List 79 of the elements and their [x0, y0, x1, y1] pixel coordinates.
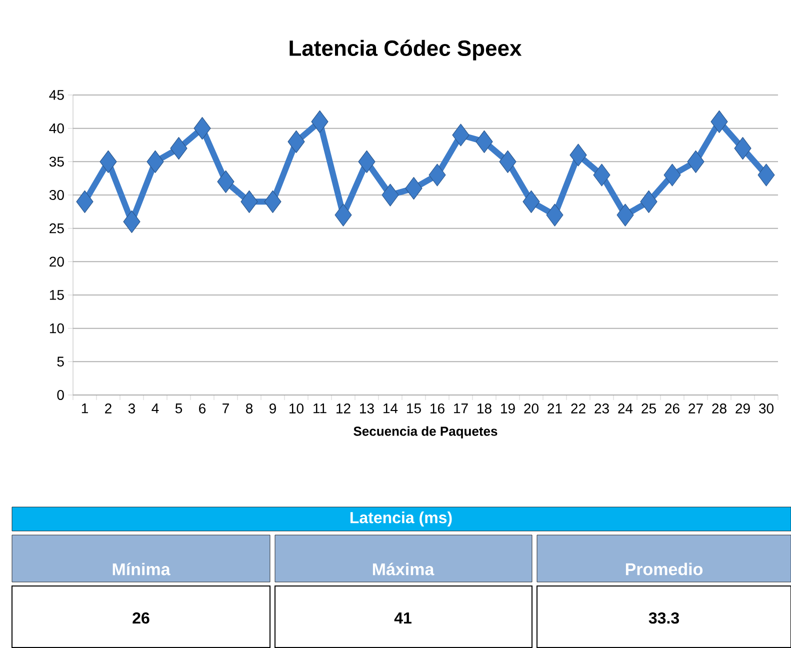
point — [546, 204, 564, 226]
x-tick-label: 7 — [222, 404, 229, 414]
point — [593, 164, 610, 186]
y-tick-label: 45 — [49, 90, 64, 100]
x-tick-label: 23 — [594, 404, 609, 414]
text: 26 — [132, 612, 150, 624]
point — [288, 130, 305, 153]
point — [710, 110, 728, 133]
point — [687, 150, 704, 173]
point — [428, 164, 446, 186]
x-tick-label: 12 — [336, 404, 350, 414]
x-tick-label: 5 — [175, 404, 182, 414]
x-tick-label: 1 — [82, 404, 88, 414]
x-tick-label: 15 — [407, 404, 421, 414]
x-tick-label: 2 — [105, 404, 112, 414]
point — [640, 190, 658, 213]
point — [311, 110, 328, 133]
y-tick-label: 15 — [50, 290, 64, 300]
x-tick-label: 20 — [524, 404, 538, 414]
x-tick-label: 9 — [270, 404, 276, 414]
x-tick-label: 28 — [712, 404, 726, 414]
point — [664, 164, 681, 186]
chart-title: Latencia Códec Speex — [290, 40, 522, 60]
x-tick-label: 16 — [430, 404, 444, 414]
x-tick-label: 14 — [384, 404, 398, 414]
point — [100, 150, 117, 173]
point — [123, 210, 140, 233]
x-tick-label: 10 — [290, 404, 304, 414]
x-tick-label: 24 — [618, 404, 633, 414]
x-tick-label: 17 — [454, 404, 468, 414]
point — [358, 150, 376, 173]
y-tick-label: 35 — [49, 156, 64, 167]
y-tick-label: 40 — [49, 123, 64, 134]
y-tick-label: 5 — [57, 356, 64, 367]
point — [146, 150, 164, 173]
y-tick-label: 30 — [49, 190, 64, 200]
x-tick-label: 29 — [736, 404, 750, 414]
x-axis-title: Secuencia de Paquetes — [354, 426, 498, 438]
point — [452, 124, 470, 146]
text: Mínima — [112, 562, 170, 576]
point — [264, 190, 282, 213]
text: 41 — [394, 612, 412, 624]
y-tick-label: 25 — [50, 223, 64, 234]
x-tick-label: 19 — [501, 404, 515, 414]
point — [522, 190, 540, 213]
x-tick-label: 4 — [152, 404, 159, 414]
point — [334, 204, 352, 226]
x-tick-label: 6 — [199, 404, 206, 414]
x-tick-label: 3 — [128, 404, 136, 414]
x-tick-label: 30 — [759, 404, 774, 414]
y-tick-label: 10 — [50, 323, 64, 334]
x-tick-label: 13 — [360, 404, 374, 414]
point — [616, 204, 634, 226]
point — [570, 144, 587, 166]
point — [476, 130, 493, 153]
x-tick-label: 18 — [478, 404, 492, 414]
x-tick-label: 27 — [688, 404, 703, 414]
y-tick-label: 0 — [57, 390, 64, 400]
point — [382, 184, 399, 206]
point — [76, 190, 94, 213]
text: Máxima — [372, 562, 434, 576]
point — [734, 137, 752, 160]
point — [194, 117, 211, 140]
text: Promedio — [626, 562, 703, 576]
point — [405, 177, 422, 200]
point — [499, 150, 516, 173]
x-tick-label: 8 — [246, 404, 253, 414]
text: Latencia (ms) — [350, 512, 452, 526]
x-tick-label: 26 — [665, 404, 680, 414]
point — [240, 190, 258, 213]
point — [217, 170, 234, 193]
x-tick-label: 22 — [571, 404, 586, 414]
x-tick-label: 25 — [642, 404, 656, 414]
point — [758, 164, 775, 186]
point — [170, 137, 188, 160]
text: 33.3 — [648, 612, 679, 624]
y-tick-label: 20 — [50, 256, 64, 267]
x-tick-label: 11 — [314, 404, 326, 414]
x-tick-label: 21 — [548, 404, 562, 414]
